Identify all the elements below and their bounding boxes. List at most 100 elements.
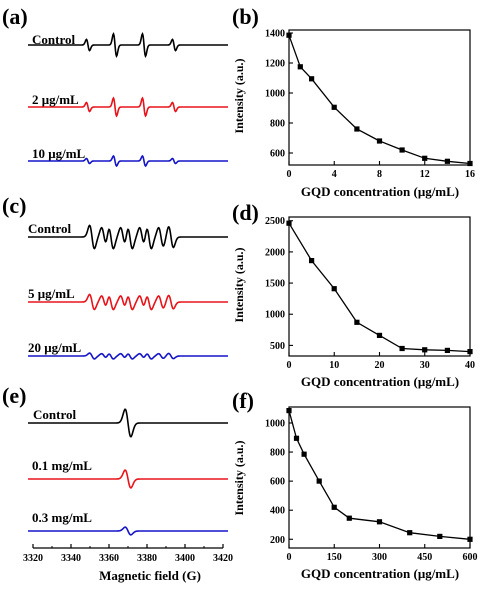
x-tick-label-e: 3340 [61, 553, 81, 564]
magnetic-field-axis: 3320 3340 3360 3380 3400 3420 [23, 544, 233, 564]
x-tick-label-e: 3360 [99, 553, 119, 564]
x-tick-label-e: 3420 [213, 553, 233, 564]
y-tick-label: 600 [270, 149, 285, 160]
panel-letter-c: (c) [2, 193, 26, 218]
data-point [399, 147, 405, 153]
data-point [286, 408, 292, 414]
data-point [467, 536, 473, 542]
y-axis-label-d: Intensity (a.u.) [232, 247, 246, 322]
data-point [354, 319, 360, 325]
data-point [467, 349, 473, 355]
y-tick-label: 1400 [265, 29, 285, 40]
spectrum-label-a-2: 10 μg/mL [32, 146, 86, 161]
data-point [293, 435, 300, 441]
panel-letter-f: (f) [232, 388, 254, 413]
x-axis-label-b: GQD concentration (μg/mL) [301, 184, 459, 199]
y-tick-label: 1500 [265, 279, 285, 290]
epr-spectra-e [28, 408, 228, 536]
data-point [399, 345, 405, 352]
epr-trace-e-1 [28, 469, 228, 489]
x-tick-label: 0 [287, 360, 292, 371]
y-tick-label: 1200 [265, 59, 285, 70]
x-tick-label-e: 3320 [23, 553, 43, 564]
data-point [376, 519, 383, 525]
epr-spectra-c [28, 224, 228, 360]
panel-letter-b: (b) [232, 4, 259, 29]
chart-f: 0 150 300 450 600 200 400 600 800 1000 [265, 406, 478, 563]
data-point [286, 32, 292, 38]
plot-frame [288, 406, 471, 549]
y-tick-label: 1000 [265, 418, 285, 429]
spectrum-label-e-2: 0.3 mg/mL [32, 510, 92, 525]
panel-letter-a: (a) [2, 4, 28, 29]
spectrum-label-a-0: Control [32, 32, 75, 47]
x-tick-label-e: 3380 [137, 553, 157, 564]
data-point [346, 515, 352, 521]
x-tick-label: 450 [417, 552, 432, 563]
x-tick-label: 0 [287, 169, 292, 180]
data-point [309, 76, 315, 82]
epr-trace-e-2 [28, 526, 228, 536]
data-point [376, 332, 383, 338]
x-tick-label: 8 [377, 169, 382, 180]
spectrum-label-e-0: Control [33, 407, 76, 422]
data-point [437, 533, 443, 539]
epr-trace-c-2 [28, 352, 228, 360]
epr-trace-a-0 [28, 31, 228, 59]
x-tick-label: 10 [329, 360, 339, 371]
data-point [297, 64, 303, 70]
data-point [444, 158, 450, 164]
data-point [286, 220, 292, 226]
y-tick-label: 2000 [265, 247, 285, 258]
chart-d: 0 10 20 30 40 500 1000 1500 2000 2500 [265, 216, 475, 371]
y-tick-label: 800 [270, 119, 285, 130]
x-axis-label-e: Magnetic field (G) [99, 568, 201, 583]
x-tick-label: 30 [420, 360, 430, 371]
epr-trace-a-2 [28, 154, 228, 168]
y-tick-label: 800 [270, 448, 285, 459]
data-point [407, 530, 413, 536]
chart-b: 0 4 8 12 16 600 800 1000 1200 1400 [265, 29, 475, 181]
data-point [316, 478, 322, 484]
x-axis-label-f: GQD concentration (μg/mL) [301, 566, 459, 581]
epr-spectra-a [28, 31, 228, 168]
y-tick-label: 1000 [265, 310, 285, 321]
epr-trace-c-0 [28, 224, 228, 250]
y-tick-label: 1000 [265, 89, 285, 100]
data-point [354, 126, 360, 132]
y-tick-label: 400 [270, 506, 285, 517]
x-axis-label-d: GQD concentration (μg/mL) [301, 374, 459, 389]
x-tick-label: 300 [372, 552, 387, 563]
data-point [467, 160, 473, 167]
plot-frame [288, 29, 471, 166]
epr-trace-a-1 [28, 96, 228, 118]
data-line [288, 410, 471, 540]
data-point [301, 451, 307, 457]
y-axis-label-f: Intensity (a.u.) [232, 440, 246, 515]
x-tick-label: 4 [332, 169, 337, 180]
data-line [288, 35, 471, 165]
panel-letter-e: (e) [2, 383, 26, 408]
x-tick-label: 20 [375, 360, 385, 371]
spectrum-label-c-2: 20 μg/mL [28, 340, 82, 355]
spectrum-label-c-0: Control [28, 221, 71, 236]
epr-trace-e-0 [28, 408, 228, 438]
epr-trace-c-1 [28, 293, 228, 311]
x-tick-label: 600 [463, 552, 478, 563]
y-axis-label-b: Intensity (a.u.) [232, 58, 246, 133]
y-tick-label: 500 [270, 341, 285, 352]
spectrum-label-a-1: 2 μg/mL [32, 92, 79, 107]
data-line [288, 222, 471, 353]
data-point [309, 258, 315, 264]
data-point [422, 347, 428, 353]
x-tick-label: 150 [327, 552, 342, 563]
x-tick-label: 40 [465, 360, 475, 371]
data-point [376, 138, 383, 144]
x-tick-label: 12 [420, 169, 430, 180]
y-tick-label: 600 [270, 477, 285, 488]
data-point [331, 104, 337, 110]
data-point [331, 286, 337, 292]
x-tick-label: 16 [465, 169, 475, 180]
spectrum-label-e-1: 0.1 mg/mL [32, 458, 92, 473]
